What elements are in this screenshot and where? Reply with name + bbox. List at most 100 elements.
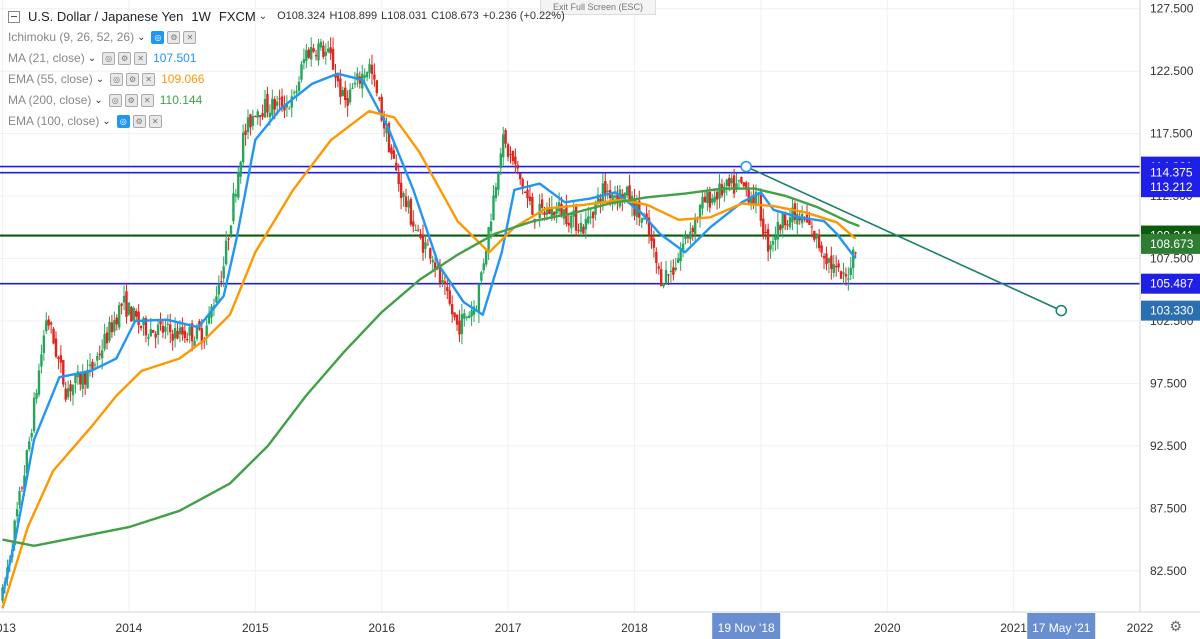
symbol-name[interactable]: U.S. Dollar / Japanese Yen: [28, 9, 184, 24]
chevron-down-icon[interactable]: ⌄: [95, 74, 105, 85]
settings-icon[interactable]: ⚙: [167, 31, 181, 44]
visibility-icon[interactable]: ◎: [151, 31, 165, 44]
candle-body: [130, 306, 133, 322]
candle-body: [591, 212, 595, 219]
chevron-down-icon[interactable]: ⌄: [102, 116, 111, 127]
candle-body: [669, 270, 673, 272]
candle-body: [280, 96, 284, 109]
candle-body: [543, 212, 546, 215]
candle-body: [662, 283, 665, 287]
remove-icon[interactable]: ✕: [148, 115, 162, 128]
candle-body: [482, 263, 485, 271]
candle-body: [837, 263, 840, 268]
remove-icon[interactable]: ✕: [134, 52, 148, 65]
x-tick-label: 2021: [1000, 621, 1027, 635]
indicator-label[interactable]: EMA (55, close): [8, 72, 93, 86]
candle-body: [706, 191, 709, 204]
gear-icon[interactable]: ⚙: [1169, 618, 1182, 634]
candle-body: [176, 330, 179, 339]
settings-icon[interactable]: ⚙: [132, 115, 146, 128]
indicator-label[interactable]: EMA (100, close): [8, 114, 100, 128]
candle-body: [839, 271, 843, 279]
candle-body: [246, 117, 250, 133]
settings-icon[interactable]: ⚙: [118, 52, 132, 65]
candle-body: [579, 222, 583, 232]
indicator-value: 110.144: [159, 93, 203, 107]
indicator-label[interactable]: MA (200, close): [8, 93, 92, 107]
candle-body: [74, 374, 77, 384]
candle-body: [62, 360, 65, 385]
exit-fullscreen-button[interactable]: Exit Full Screen (ESC): [540, 0, 657, 15]
visibility-icon[interactable]: ◎: [108, 94, 122, 107]
candle-body: [205, 325, 208, 337]
chevron-down-icon[interactable]: ⌄: [87, 53, 97, 64]
candle-body: [263, 98, 267, 118]
candle-body: [618, 189, 622, 207]
collapse-icon[interactable]: [8, 10, 20, 23]
candle-body: [769, 244, 772, 250]
ma-line: [2, 187, 860, 547]
candle-body: [105, 332, 109, 344]
candle-body: [300, 64, 303, 80]
candle-body: [132, 308, 135, 321]
candle-body: [135, 311, 138, 317]
candle-body: [645, 213, 648, 219]
candle-body: [465, 316, 468, 318]
symbol-row: U.S. Dollar / Japanese Yen 1W FXCM ⌄ O10…: [8, 6, 565, 27]
indicator-row[interactable]: MA (200, close) ⌄ ◎ ⚙ ✕ 110.144: [8, 90, 565, 111]
y-tick-label: 117.500: [1150, 127, 1193, 141]
candle-body: [628, 185, 631, 203]
candle-body: [18, 490, 21, 506]
candle-body: [480, 272, 483, 281]
candle-body: [370, 64, 374, 75]
time-label-bg: [712, 613, 781, 639]
price-label-bg: [1141, 177, 1200, 198]
candle-body: [23, 475, 26, 490]
candle-body: [606, 190, 609, 192]
time-axis: [0, 612, 1200, 639]
indicator-row[interactable]: MA (21, close) ⌄ ◎ ⚙ ✕ 107.501: [8, 48, 565, 69]
interval-label[interactable]: 1W: [191, 9, 211, 24]
candle-body: [810, 226, 814, 228]
remove-icon[interactable]: ✕: [142, 73, 156, 86]
indicator-row[interactable]: EMA (100, close) ⌄ ◎ ⚙ ✕: [8, 111, 565, 132]
visibility-icon[interactable]: ◎: [110, 73, 124, 86]
indicator-label[interactable]: Ichimoku (9, 26, 52, 26): [8, 30, 135, 44]
time-label: 17 May '21: [1032, 621, 1091, 635]
candle-body: [54, 338, 58, 357]
candle-body: [519, 173, 522, 180]
chevron-down-icon[interactable]: ⌄: [94, 95, 103, 106]
candle-body: [52, 328, 55, 344]
indicator-label[interactable]: MA (21, close): [8, 51, 85, 65]
candle-body: [390, 147, 393, 154]
candle-body: [652, 238, 656, 248]
indicator-row[interactable]: Ichimoku (9, 26, 52, 26) ⌄ ◎ ⚙ ✕: [8, 27, 565, 48]
candle-body: [514, 156, 517, 165]
candle-body: [742, 182, 746, 187]
remove-icon[interactable]: ✕: [140, 94, 154, 107]
settings-icon[interactable]: ⚙: [124, 94, 138, 107]
candle-body: [149, 329, 152, 337]
candle-body: [694, 217, 697, 235]
chevron-down-icon[interactable]: ⌄: [258, 11, 268, 22]
candle-body: [407, 200, 410, 208]
remove-icon[interactable]: ✕: [183, 31, 197, 44]
candle-body: [317, 43, 320, 61]
indicator-row[interactable]: EMA (55, close) ⌄ ◎ ⚙ ✕ 109.066: [8, 69, 565, 90]
settings-icon[interactable]: ⚙: [126, 73, 140, 86]
candle-body: [268, 112, 272, 118]
candle-body: [125, 291, 128, 317]
candle-body: [164, 326, 167, 332]
candle-body: [93, 364, 97, 366]
visibility-icon[interactable]: ◎: [102, 52, 116, 65]
candle-body: [314, 55, 318, 57]
candle-body: [844, 274, 848, 277]
chevron-down-icon[interactable]: ⌄: [137, 32, 146, 43]
visibility-icon[interactable]: ◎: [116, 115, 130, 128]
candle-body: [604, 181, 607, 194]
candle-body: [834, 265, 838, 268]
candle-body: [781, 211, 784, 229]
candle-body: [545, 209, 549, 215]
candle-body: [779, 225, 782, 231]
